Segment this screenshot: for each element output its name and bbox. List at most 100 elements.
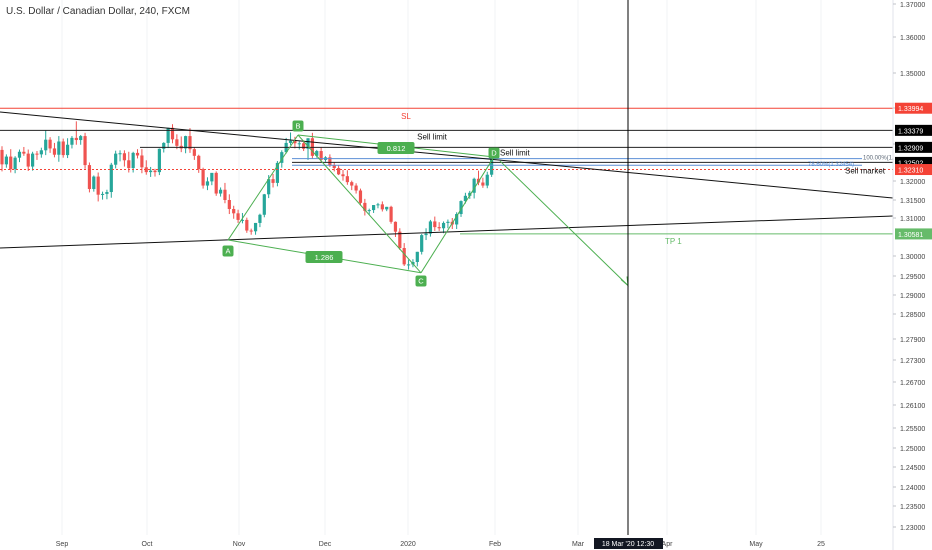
candle-body [66,145,69,155]
candle-body [289,141,292,143]
candle-body [201,169,204,185]
candle-body [97,177,100,195]
y-tick-label: 1.37000 [900,2,925,9]
candle-body [31,154,34,167]
candle-body [127,160,130,168]
candle-body [110,165,113,192]
y-tick-label: 1.23000 [900,525,925,532]
y-tick-label: 1.31000 [900,216,925,223]
sell-limit-1-annotation: Sell limit [417,132,448,141]
y-tick-label: 1.29500 [900,274,925,281]
candle-body [271,179,274,183]
candle-body [197,156,200,169]
price-label-text: 1.32310 [898,168,923,175]
candle-body [263,194,266,214]
candle-body [250,231,253,232]
candle-body [9,157,12,170]
candle-body [184,136,187,148]
x-tick-label: Dec [319,541,332,548]
candle-body [236,213,239,220]
candle-body [0,150,3,164]
candle-body [341,174,344,176]
candle-body [75,138,78,140]
candle-body [118,153,121,154]
price-label-text: 1.30581 [898,232,923,239]
crosshair-time-label: 18 Mar '20 12:30 [602,541,654,548]
candle-body [438,227,441,228]
candle-body [424,234,427,236]
y-tick-label: 1.32000 [900,179,925,186]
candle-body [79,136,82,140]
candle-body [44,140,47,151]
y-tick-label: 1.29000 [900,293,925,300]
candle-body [337,168,340,174]
x-tick-label: 2020 [400,541,416,548]
candle-body [381,204,384,209]
candle-body [22,152,25,154]
candle-body [350,182,353,185]
candle-body [298,143,301,144]
y-tick-label: 1.27900 [900,337,925,344]
candle-body [70,138,73,145]
candle-body [228,200,231,209]
candle-body [101,194,104,195]
candle-body [359,191,362,203]
x-tick-label: Feb [489,541,501,548]
fib-786-label: 78.60%(1.32454) [808,162,854,168]
y-tick-label: 1.24500 [900,465,925,472]
price-label-text: 1.33994 [898,106,923,113]
candle-body [210,173,213,182]
pattern-point-c: C [418,277,424,286]
candle-body [193,149,196,156]
candle-body [153,171,156,172]
candle-body [368,210,371,211]
candle-body [140,155,143,167]
candle-body [355,186,358,191]
candle-body [27,154,30,167]
y-tick-label: 1.35000 [900,71,925,78]
candle-body [416,252,419,262]
x-tick-label: Mar [572,541,585,548]
pattern-ratio-bd: 0.812 [387,144,406,153]
candle-body [88,165,91,189]
candle-body [162,143,165,149]
candle-body [206,181,209,185]
y-tick-label: 1.25000 [900,446,925,453]
sell-limit-2-annotation: Sell limit [500,148,531,157]
price-label-text: 1.32909 [898,145,923,152]
candle-body [215,173,218,194]
candle-body [258,215,261,223]
candle-body [53,148,56,154]
candle-body [223,190,226,200]
y-tick-label: 1.31500 [900,198,925,205]
pattern-point-b: B [295,122,300,131]
pattern-ratio-ac: 1.286 [315,253,334,262]
y-tick-label: 1.28500 [900,312,925,319]
candle-body [105,192,108,194]
candle-body [175,139,178,146]
sl-annotation: SL [401,112,411,121]
candle-body [132,153,135,168]
candle-body [171,128,174,140]
candle-body [376,204,379,205]
candle-body [5,157,8,165]
x-tick-label: Sep [56,541,69,548]
price-label-text: 1.33379 [898,128,923,135]
candle-body [407,264,410,265]
candle-body [486,175,489,186]
candle-body [302,143,305,149]
candle-body [245,220,248,231]
candle-body [433,221,436,227]
candle-body [442,223,445,228]
y-tick-label: 1.23500 [900,504,925,511]
candle-body [40,150,43,154]
candle-body [219,190,222,194]
candle-body [123,153,126,160]
fib-100-label: 100.00%(1. [863,156,894,162]
candle-body [446,222,449,223]
candle-body [403,248,406,264]
candle-body [57,141,60,154]
candle-body [394,222,397,232]
